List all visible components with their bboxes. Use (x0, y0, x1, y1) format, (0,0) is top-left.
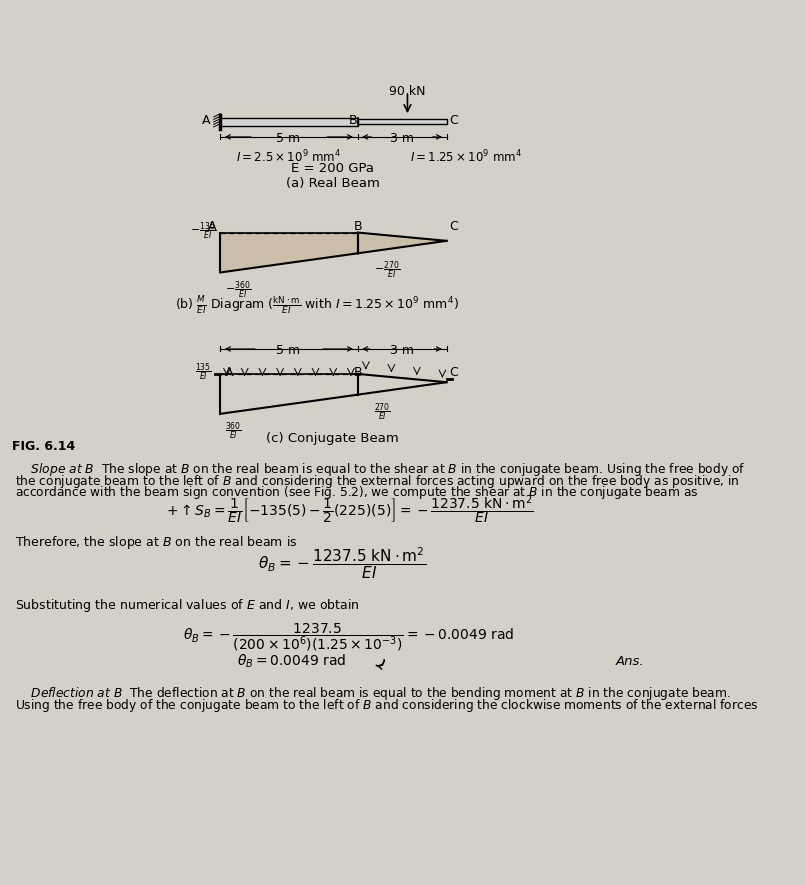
Text: B: B (353, 366, 362, 379)
Text: Using the free body of the conjugate beam to the left of $B$ and considering the: Using the free body of the conjugate bea… (15, 696, 758, 713)
Bar (221, 118, 357, 126)
Text: (b) $\frac{M}{EI}$ Diagram ($\frac{\mathrm{kN\cdot m}}{EI}$ with $I = 1.25\times: (b) $\frac{M}{EI}$ Diagram ($\frac{\math… (175, 295, 459, 316)
Text: C: C (449, 220, 458, 233)
Text: 5 m: 5 m (276, 132, 300, 145)
Text: (a) Real Beam: (a) Real Beam (286, 177, 379, 189)
Polygon shape (221, 233, 357, 273)
Text: E = 200 GPa: E = 200 GPa (291, 162, 374, 175)
Text: $-\frac{135}{EI}$: $-\frac{135}{EI}$ (190, 220, 217, 242)
Text: B: B (349, 113, 357, 127)
Text: Substituting the numerical values of $E$ and $I$, we obtain: Substituting the numerical values of $E$… (15, 596, 360, 614)
Text: $+ \uparrow S_B = \dfrac{1}{EI}\left[-135(5) - \dfrac{1}{2}(225)(5)\right] = -\d: $+ \uparrow S_B = \dfrac{1}{EI}\left[-13… (167, 493, 535, 526)
Text: $-\frac{360}{EI}$: $-\frac{360}{EI}$ (225, 279, 250, 301)
Text: $I = 2.5\times10^9$ mm$^4$: $I = 2.5\times10^9$ mm$^4$ (236, 149, 341, 165)
Text: Ans.: Ans. (616, 655, 645, 668)
Text: $Deflection\ at\ B$  The deflection at $B$ on the real beam is equal to the bend: $Deflection\ at\ B$ The deflection at $B… (15, 685, 731, 702)
Text: B: B (353, 220, 362, 233)
Text: A: A (208, 220, 217, 233)
Bar (357, 119, 447, 125)
Text: the conjugate beam to the left of $B$ and considering the external forces acting: the conjugate beam to the left of $B$ an… (15, 473, 740, 490)
Text: $I = 1.25\times10^9$ mm$^4$: $I = 1.25\times10^9$ mm$^4$ (410, 149, 522, 165)
Text: $\theta_B = 0.0049\ \mathrm{rad}$: $\theta_B = 0.0049\ \mathrm{rad}$ (237, 653, 346, 670)
Text: $Slope\ at\ B$  The slope at $B$ on the real beam is equal to the shear at $B$ i: $Slope\ at\ B$ The slope at $B$ on the r… (15, 461, 745, 478)
Text: A: A (202, 113, 210, 127)
Text: 5 m: 5 m (276, 344, 300, 357)
Text: $\frac{135}{EI}$: $\frac{135}{EI}$ (195, 361, 212, 383)
Text: Therefore, the slope at $B$ on the real beam is: Therefore, the slope at $B$ on the real … (15, 535, 298, 551)
Text: $\theta_B = -\dfrac{1237.5}{(200\times10^6)(1.25\times10^{-3})} = -0.0049\ \math: $\theta_B = -\dfrac{1237.5}{(200\times10… (183, 620, 514, 652)
Text: $\frac{270}{EI}$: $\frac{270}{EI}$ (374, 401, 391, 423)
Text: 90 kN: 90 kN (389, 85, 426, 97)
Text: 3 m: 3 m (390, 132, 414, 145)
Text: A: A (225, 366, 233, 379)
Text: C: C (449, 366, 458, 379)
Polygon shape (357, 233, 447, 253)
Text: accordance with the beam sign convention (see Fig. 5.2), we compute the shear at: accordance with the beam sign convention… (15, 484, 699, 502)
Text: $\frac{360}{EI}$: $\frac{360}{EI}$ (225, 420, 242, 442)
Text: C: C (449, 113, 458, 127)
Text: $\theta_B = -\dfrac{1237.5\ \mathrm{kN\cdot m^2}}{EI}$: $\theta_B = -\dfrac{1237.5\ \mathrm{kN\c… (258, 546, 426, 581)
Text: $-\frac{270}{EI}$: $-\frac{270}{EI}$ (374, 260, 400, 281)
Text: (c) Conjugate Beam: (c) Conjugate Beam (266, 432, 399, 445)
Text: FIG. 6.14: FIG. 6.14 (12, 441, 76, 453)
Text: 3 m: 3 m (390, 344, 414, 357)
